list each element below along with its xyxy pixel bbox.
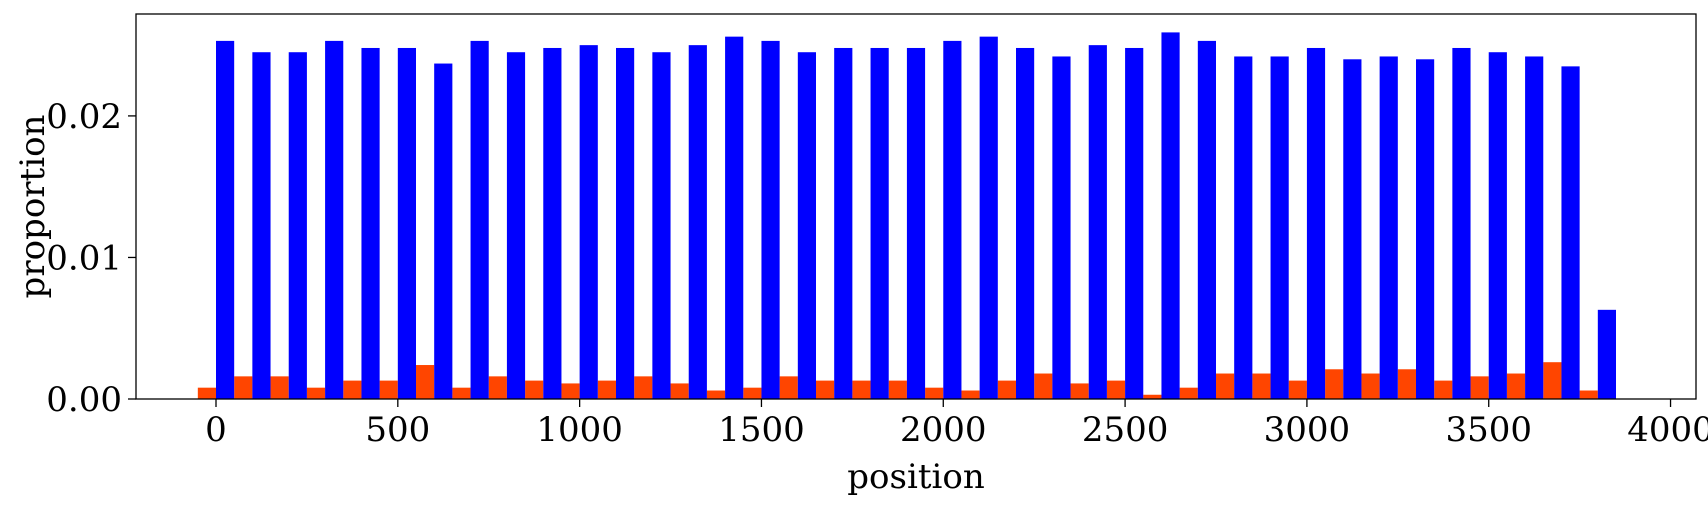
bar-series1-bin-13 xyxy=(670,383,689,399)
bar-series2-bin-12 xyxy=(652,52,671,399)
bar-series1-bin-31 xyxy=(1325,369,1344,399)
y-axis-label: proportion xyxy=(13,115,53,299)
bar-series2-bin-21 xyxy=(979,36,998,399)
bar-series1-bin-27 xyxy=(1179,387,1198,399)
bar-series1-bin-3 xyxy=(306,387,326,399)
bar-series2-bin-27 xyxy=(1197,40,1216,400)
bar-series1-bin-23 xyxy=(1034,373,1053,399)
bar-series2-bin-10 xyxy=(579,45,598,399)
x-tick-label: 4000 xyxy=(1627,410,1708,450)
bar-series1-bin-36 xyxy=(1506,373,1526,399)
bar-series2-bin-34 xyxy=(1452,47,1471,400)
bar-series1-bin-2 xyxy=(270,376,289,399)
bar-series1-bin-34 xyxy=(1434,380,1453,399)
bar-series2-bin-14 xyxy=(725,36,744,399)
bar-series2-bin-32 xyxy=(1379,56,1398,400)
bar-series1-bin-37 xyxy=(1543,362,1562,399)
bar-series1-bin-32 xyxy=(1361,373,1380,399)
bar-series2-bin-36 xyxy=(1525,56,1544,400)
bar-series2-bin-19 xyxy=(906,47,926,400)
x-tick-label: 500 xyxy=(365,410,430,450)
bar-series2-bin-11 xyxy=(616,47,635,400)
y-tick-label: 0.02 xyxy=(46,97,122,137)
bar-series1-bin-0 xyxy=(197,387,216,399)
bar-series1-bin-15 xyxy=(743,387,762,399)
bar-series1-bin-16 xyxy=(779,376,798,399)
bar-series1-bin-17 xyxy=(816,380,835,399)
bar-series2-bin-15 xyxy=(761,40,780,400)
bar-series1-bin-38 xyxy=(1579,390,1598,399)
bar-series1-bin-28 xyxy=(1216,373,1235,399)
bar-series1-bin-19 xyxy=(888,380,907,399)
bar-series2-bin-24 xyxy=(1088,45,1107,399)
bar-series1-bin-8 xyxy=(488,376,507,399)
x-tick-label: 1000 xyxy=(536,410,623,450)
bar-series2-bin-18 xyxy=(870,47,889,400)
x-tick-label: 1500 xyxy=(718,410,805,450)
bar-series1-bin-21 xyxy=(961,390,980,399)
y-tick-label: 0.01 xyxy=(46,238,122,278)
bar-series2-bin-37 xyxy=(1561,66,1580,399)
x-tick-label: 2500 xyxy=(1082,410,1169,450)
bar-series1-bin-4 xyxy=(343,380,362,399)
bar-series2-bin-17 xyxy=(834,47,853,400)
bar-series2-bin-29 xyxy=(1270,56,1289,400)
bar-series2-bin-6 xyxy=(434,63,453,400)
bar-series2-bin-2 xyxy=(288,52,307,399)
bar-series2-bin-35 xyxy=(1488,52,1507,399)
bar-series2-bin-33 xyxy=(1416,59,1435,399)
bar-series1-bin-24 xyxy=(1070,383,1089,399)
bar-series2-bin-26 xyxy=(1161,32,1180,400)
x-tick-label: 3000 xyxy=(1264,410,1351,450)
plot-frame xyxy=(135,13,1697,400)
bar-series1-bin-11 xyxy=(597,380,616,399)
bar-series1-bin-5 xyxy=(379,380,398,399)
bar-series2-bin-1 xyxy=(252,52,271,399)
x-tick-label: 3500 xyxy=(1445,410,1532,450)
bar-series1-bin-35 xyxy=(1470,376,1489,399)
bar-series2-bin-28 xyxy=(1234,56,1253,400)
bar-series2-bin-16 xyxy=(797,52,816,399)
bar-series2-bin-22 xyxy=(1016,47,1035,400)
bar-series1-bin-29 xyxy=(1252,373,1271,399)
bar-series1-bin-12 xyxy=(634,376,653,399)
bar-series1-bin-20 xyxy=(925,387,944,399)
y-axis: 0.00 0.01 0.02 xyxy=(46,97,136,420)
bar-series1-bin-10 xyxy=(561,383,580,399)
bar-series2-bin-13 xyxy=(688,45,707,399)
bar-series2-bin-3 xyxy=(325,40,344,400)
bars-layer xyxy=(197,32,1616,400)
bar-series2-bin-0 xyxy=(216,40,235,400)
bar-series1-bin-25 xyxy=(1106,380,1126,399)
bar-series2-bin-23 xyxy=(1052,56,1071,400)
x-axis: 0 500 1000 1500 2000 2500 3000 3500 4000 xyxy=(205,399,1708,450)
bar-series2-bin-5 xyxy=(397,47,416,400)
y-tick-label: 0.00 xyxy=(46,380,122,420)
x-tick-label: 0 xyxy=(205,410,227,450)
bar-series2-bin-31 xyxy=(1343,59,1362,399)
bar-series1-bin-22 xyxy=(997,380,1016,399)
bar-series2-bin-4 xyxy=(361,47,380,400)
bar-series1-bin-7 xyxy=(452,387,471,399)
bar-series1-bin-6 xyxy=(416,365,435,399)
bar-series1-bin-26 xyxy=(1143,394,1162,399)
bar-series2-bin-7 xyxy=(470,40,489,400)
bar-series2-bin-20 xyxy=(943,40,962,400)
x-axis-label: position xyxy=(847,457,984,497)
bar-series2-bin-30 xyxy=(1306,47,1326,400)
x-tick-label: 2000 xyxy=(900,410,987,450)
bar-series2-bin-9 xyxy=(543,47,562,400)
bar-series1-bin-18 xyxy=(852,380,871,399)
bar-series2-bin-8 xyxy=(506,52,526,399)
bar-series1-bin-1 xyxy=(234,376,253,399)
bar-series2-bin-38 xyxy=(1597,309,1616,399)
bar-series1-bin-33 xyxy=(1397,369,1416,399)
bar-series1-bin-30 xyxy=(1288,380,1307,399)
bar-series2-bin-25 xyxy=(1125,47,1144,400)
bar-series1-bin-14 xyxy=(706,390,726,399)
bar-series1-bin-9 xyxy=(525,380,544,399)
